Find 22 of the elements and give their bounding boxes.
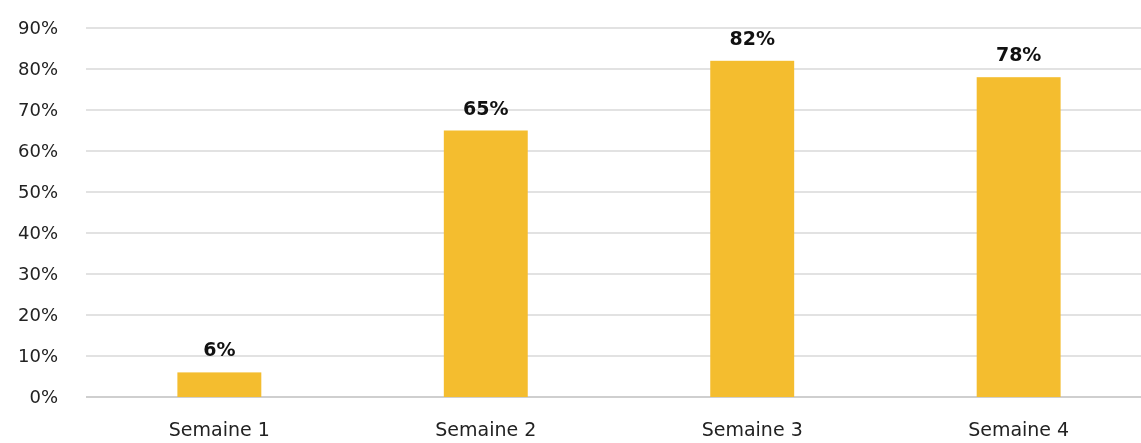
y-tick-label: 60% bbox=[17, 140, 58, 162]
y-tick-label: 40% bbox=[17, 222, 58, 244]
y-tick-label: 0% bbox=[29, 386, 58, 408]
bar bbox=[710, 60, 795, 397]
data-label: 78% bbox=[995, 43, 1042, 66]
y-tick-label: 20% bbox=[17, 304, 58, 326]
data-label: 82% bbox=[729, 26, 775, 49]
bar bbox=[443, 130, 528, 397]
x-tick-label: Semaine 3 bbox=[701, 418, 803, 440]
data-label: 6% bbox=[203, 338, 236, 361]
bar bbox=[976, 77, 1061, 397]
y-tick-label: 50% bbox=[17, 181, 58, 203]
x-tick-label: Semaine 1 bbox=[168, 418, 270, 440]
y-tick-label: 80% bbox=[17, 58, 58, 80]
y-tick-label: 90% bbox=[17, 17, 58, 39]
y-tick-label: 70% bbox=[17, 99, 58, 121]
y-tick-label: 30% bbox=[17, 263, 58, 285]
x-tick-label: Semaine 2 bbox=[435, 418, 537, 440]
x-tick-label: Semaine 4 bbox=[968, 418, 1070, 440]
bar bbox=[177, 372, 262, 397]
data-label: 65% bbox=[463, 96, 509, 119]
y-tick-label: 10% bbox=[17, 345, 58, 367]
